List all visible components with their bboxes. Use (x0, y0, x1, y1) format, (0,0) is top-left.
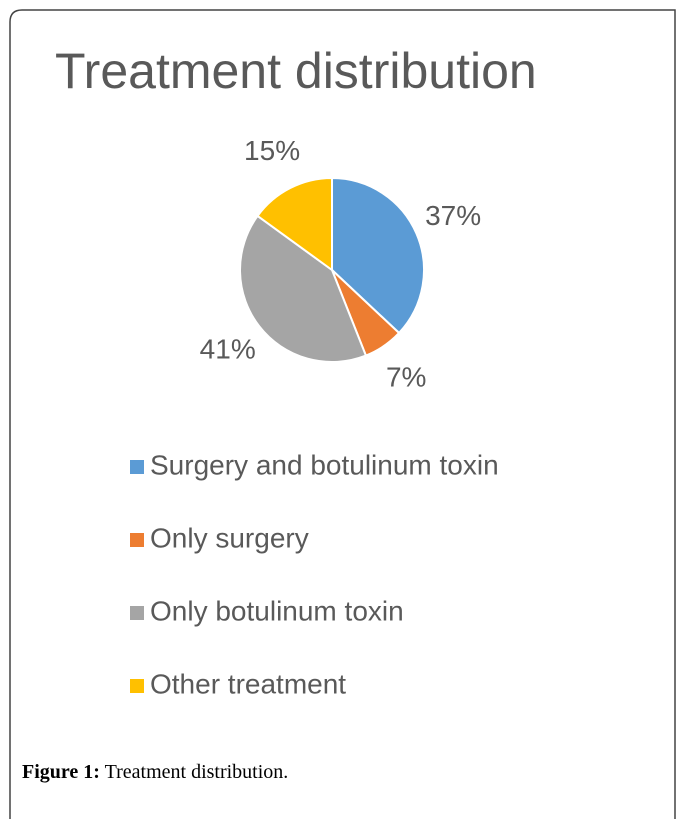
data-label: 41% (200, 333, 256, 364)
legend-swatch (130, 533, 144, 547)
figure-border (9, 9, 676, 819)
legend-label: Only botulinum toxin (150, 595, 404, 626)
legend-swatch (130, 606, 144, 620)
caption-label: Figure 1: (22, 761, 100, 783)
data-label: 15% (244, 135, 300, 166)
legend-label: Surgery and botulinum toxin (150, 449, 499, 480)
caption: Figure 1: Treatment distribution. (22, 761, 288, 783)
pie-slice (256, 176, 333, 272)
legend-label: Other treatment (150, 668, 346, 699)
data-label: 37% (425, 200, 481, 231)
pie-slice (331, 176, 425, 335)
legend-label: Only surgery (150, 522, 309, 553)
data-label: 7% (386, 362, 426, 393)
caption-text: Treatment distribution. (105, 761, 289, 783)
legend-swatch (130, 460, 144, 474)
pie-slice (239, 214, 368, 363)
chart-title: Treatment distribution (55, 43, 537, 99)
legend-swatch (130, 679, 144, 693)
